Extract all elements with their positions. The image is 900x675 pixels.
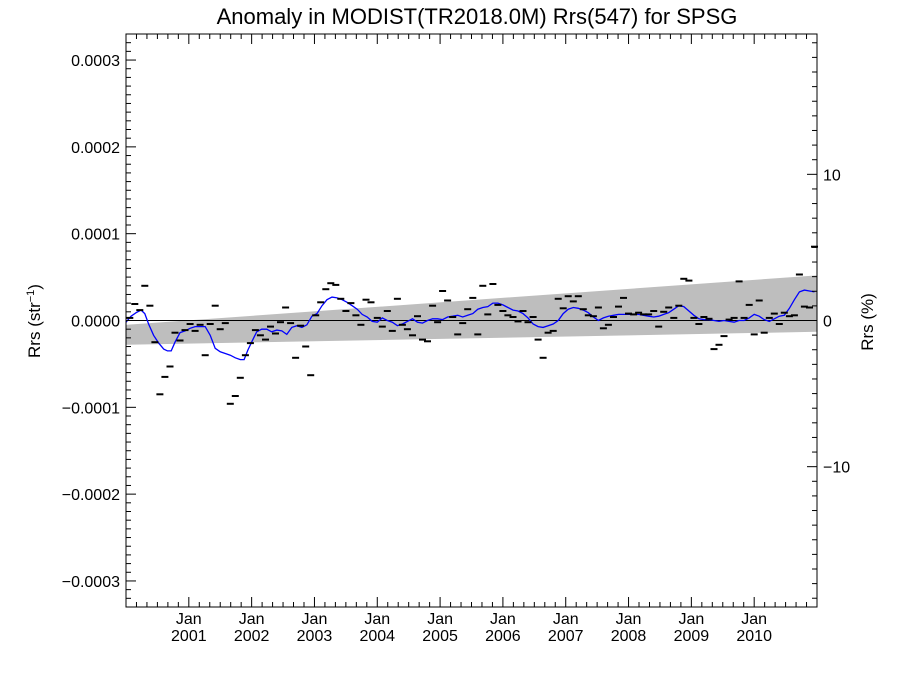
x-tick-label-month: Jan: [364, 611, 390, 628]
confidence-band-layer: [126, 275, 817, 345]
x-tick-label-month: Jan: [302, 611, 328, 628]
x-tick-label-year: 2007: [548, 628, 584, 645]
x-tick-label-year: 2002: [234, 628, 270, 645]
x-tick-label-year: 2009: [674, 628, 710, 645]
x-tick-label-year: 2004: [359, 628, 395, 645]
confidence-band: [126, 275, 817, 345]
y-tick-label: 0.0000: [71, 314, 120, 331]
x-tick-label-month: Jan: [678, 611, 704, 628]
x-tick-label-month: Jan: [553, 611, 579, 628]
y-tick-label: −0.0002: [62, 487, 120, 504]
y2-tick-label: 10: [823, 167, 841, 184]
y-axis-label: Rrs (str−1): [25, 284, 44, 358]
x-tick-label-year: 2010: [736, 628, 772, 645]
y-tick-label: 0.0003: [71, 53, 120, 70]
smooth-line-layer: [125, 289, 815, 361]
ticks-layer: 0.0003 0.0002 0.0001 0.0000 −0.0001 −0.0002 −0…: [62, 33, 850, 645]
x-tick-label-year: 2003: [297, 628, 333, 645]
y-tick-label: 0.0001: [71, 227, 120, 244]
y2-tick-label: −10: [823, 460, 850, 477]
x-tick-label-month: Jan: [427, 611, 453, 628]
y-tick-label: −0.0001: [62, 400, 120, 417]
y-tick-label: −0.0003: [62, 574, 120, 591]
x-tick-label-year: 2006: [485, 628, 521, 645]
x-tick-label-month: Jan: [616, 611, 642, 628]
y2-tick-label: 0: [823, 314, 832, 331]
x-tick-label-year: 2001: [171, 628, 207, 645]
y-tick-label: 0.0002: [71, 140, 120, 157]
y-axis-label-superscript: −1: [25, 290, 37, 303]
x-tick-label-month: Jan: [490, 611, 516, 628]
x-tick-label-year: 2008: [611, 628, 647, 645]
y2-axis-label: Rrs (%): [858, 293, 877, 351]
y-axis-label-close: ): [25, 284, 44, 290]
x-tick-label-month: Jan: [239, 611, 265, 628]
x-tick-label-month: Jan: [741, 611, 767, 628]
smooth-line: [125, 289, 815, 361]
x-tick-label-month: Jan: [176, 611, 202, 628]
y-axis-label-main: Rrs (str: [25, 302, 44, 358]
data-points-layer: [126, 245, 818, 405]
x-tick-label-year: 2005: [422, 628, 458, 645]
chart-title: Anomaly in MODIST(TR2018.0M) Rrs(547) fo…: [217, 4, 738, 29]
